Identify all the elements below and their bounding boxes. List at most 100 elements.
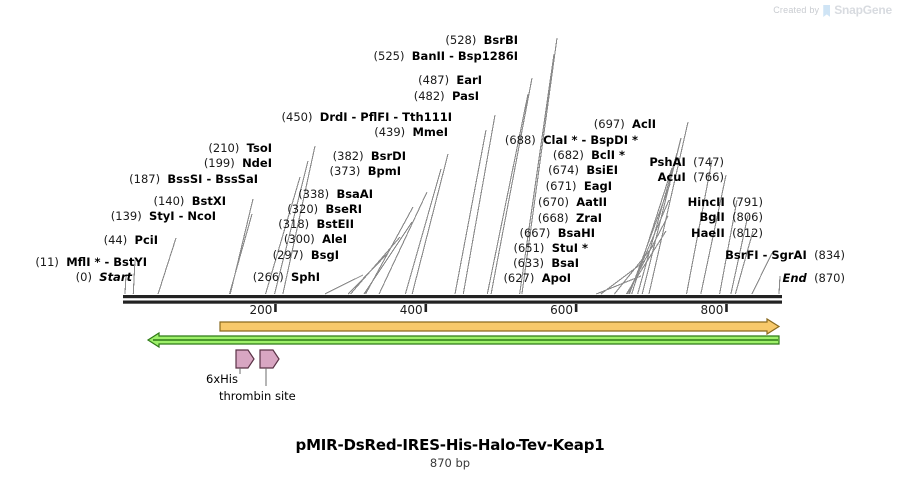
leader-line — [700, 174, 727, 295]
sequence-axis-lower — [123, 300, 782, 304]
leader-line — [719, 199, 738, 295]
restriction-site-label[interactable]: (627) ApoI — [503, 272, 571, 285]
ruler-tick — [725, 304, 728, 312]
site-position: (373) — [329, 164, 361, 178]
site-position: (670) — [538, 195, 569, 209]
restriction-site-label[interactable]: (320) BseRI — [287, 203, 362, 216]
restriction-site-label[interactable]: (487) EarI — [418, 74, 482, 87]
leader-line — [324, 274, 364, 295]
restriction-site-label[interactable]: (482) PasI — [414, 90, 479, 103]
restriction-site-label[interactable]: BglI (806) — [700, 211, 763, 224]
leader-line — [648, 121, 689, 295]
site-position: (633) — [513, 256, 545, 270]
site-name: BanII — [411, 49, 446, 63]
restriction-site-label[interactable]: (210) TsoI — [208, 142, 272, 155]
site-name: BsiEI — [586, 163, 618, 177]
ruler-tick-label: 200 — [249, 303, 273, 317]
sequence-length: 870 bp — [429, 456, 471, 470]
restriction-site-label[interactable]: (697) AclI — [594, 118, 656, 131]
restriction-site-label[interactable]: (633) BsaI — [513, 257, 579, 270]
site-name-separator: - — [577, 133, 591, 147]
restriction-site-label[interactable]: (297) BsgI — [273, 249, 339, 262]
restriction-site-label[interactable]: (0) Start — [76, 271, 132, 284]
leader-line — [282, 145, 316, 295]
restriction-site-label[interactable]: (382) BsrDI — [333, 150, 406, 163]
site-position: (528) — [445, 33, 477, 47]
leader-line — [613, 245, 654, 295]
restriction-site-label[interactable]: (266) SphI — [253, 271, 320, 284]
site-position: (688) — [504, 133, 536, 147]
site-name: ClaI * — [543, 133, 578, 147]
site-name: AcuI — [657, 170, 686, 184]
site-name-separator: - — [389, 110, 403, 124]
leader-line — [685, 159, 713, 295]
page-title: pMIR-DsRed-IRES-His-Halo-Tev-Keap1 — [295, 436, 605, 454]
site-name: AclI — [632, 117, 656, 131]
site-name: BspDI * — [590, 133, 638, 147]
site-position: (870) — [814, 271, 845, 285]
restriction-site-label[interactable]: (44) PciI — [104, 234, 158, 247]
site-name: AatII — [576, 195, 607, 209]
site-position: (651) — [513, 241, 545, 255]
leader-line — [365, 206, 414, 295]
site-name: EarI — [456, 73, 482, 87]
leader-line — [132, 259, 136, 295]
ruler-tick-label: 400 — [399, 303, 423, 317]
restriction-site-label[interactable]: (199) NdeI — [204, 157, 272, 170]
sequence-axis-upper — [123, 295, 782, 299]
site-position: (139) — [110, 209, 142, 223]
site-position: (439) — [374, 125, 406, 139]
site-name: PasI — [451, 89, 479, 103]
snapgene-watermark: Created by SnapGene — [773, 3, 892, 17]
restriction-site-label[interactable]: (670) AatII — [538, 196, 607, 209]
restriction-site-label[interactable]: HincII (791) — [688, 196, 763, 209]
restriction-site-label[interactable]: End (870) — [782, 272, 845, 285]
site-position: (806) — [732, 210, 763, 224]
site-position: (199) — [203, 156, 235, 170]
restriction-site-label[interactable]: (187) BssSI - BssSaI — [129, 173, 258, 186]
restriction-site-label[interactable]: PshAI (747) — [649, 156, 724, 169]
restriction-site-label[interactable]: (318) BstEII — [278, 218, 354, 231]
feature-orange-arrow[interactable] — [219, 317, 781, 336]
feature-thrombin-site-arrow[interactable] — [259, 349, 280, 369]
feature-label-thrombin-site: thrombin site — [219, 389, 296, 403]
leader-line — [631, 167, 673, 295]
site-name-separator: - — [100, 255, 114, 269]
restriction-site-label[interactable]: (671) EagI — [546, 180, 612, 193]
ruler-tick — [274, 304, 277, 312]
restriction-site-label[interactable]: (525) BanII - Bsp1286I — [374, 50, 518, 63]
watermark-prefix: Created by — [773, 5, 820, 15]
restriction-site-label[interactable]: (140) BstXI — [153, 195, 226, 208]
restriction-site-label[interactable]: (682) BclI * — [553, 149, 625, 162]
restriction-site-label[interactable]: (139) StyI - NcoI — [111, 210, 216, 223]
site-position: (627) — [503, 271, 535, 285]
site-name: BsrDI — [370, 149, 406, 163]
restriction-site-label[interactable]: (667) BsaHI — [519, 227, 595, 240]
restriction-site-label[interactable]: (373) BpmI — [329, 165, 401, 178]
restriction-site-label[interactable]: (674) BsiEI — [548, 164, 618, 177]
site-name: BclI * — [591, 148, 625, 162]
site-name-separator: - — [347, 110, 361, 124]
restriction-site-label[interactable]: (651) StuI * — [513, 242, 588, 255]
feature-6xhis-arrow[interactable] — [235, 349, 255, 369]
restriction-site-label[interactable]: (300) AleI — [284, 233, 347, 246]
restriction-site-label[interactable]: HaeII (812) — [691, 227, 763, 240]
leader-line — [462, 114, 496, 295]
ruler-tick-label: 800 — [700, 303, 724, 317]
leader-line — [778, 275, 781, 295]
restriction-site-label[interactable]: (528) BsrBI — [445, 34, 518, 47]
restriction-site-label[interactable]: AcuI (766) — [658, 171, 724, 184]
restriction-site-label[interactable]: (439) MmeI — [374, 126, 448, 139]
site-position: (791) — [732, 195, 763, 209]
restriction-site-label[interactable]: (450) DrdI - PflFI - Tth111I — [282, 111, 452, 124]
restriction-site-label[interactable]: (688) ClaI * - BspDI * — [505, 134, 638, 147]
restriction-site-label[interactable]: (11) MflI * - BstYI — [35, 256, 147, 269]
site-name: ApoI — [541, 271, 571, 285]
ruler-tick-label: 600 — [550, 303, 574, 317]
restriction-site-label[interactable]: BsrFI - SgrAI (834) — [725, 249, 845, 262]
restriction-site-label[interactable]: (338) BsaAI — [298, 188, 373, 201]
site-name: BsrFI — [725, 248, 759, 262]
site-name: BstYI — [113, 255, 147, 269]
restriction-site-label[interactable]: (668) ZraI — [538, 212, 602, 225]
site-name: EagI — [583, 179, 612, 193]
